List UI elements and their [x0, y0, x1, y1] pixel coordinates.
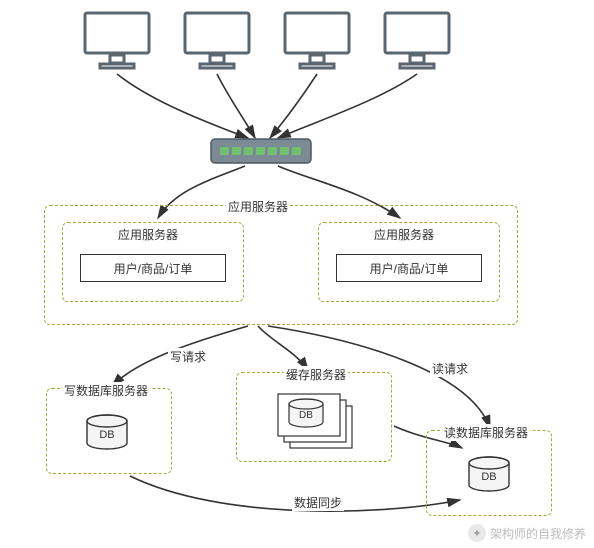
app-server-left-modules-label: 用户/商品/订单 [114, 260, 193, 277]
cache-db-label: DB [299, 410, 313, 421]
network-switch [210, 138, 312, 164]
cache-stack-icon: DB [268, 388, 356, 452]
app-server-right-title: 应用服务器 [372, 226, 436, 243]
app-cluster-title: 应用服务器 [226, 198, 290, 215]
client-monitor-3 [282, 10, 352, 72]
app-server-left-title: 应用服务器 [116, 226, 180, 243]
architecture-diagram: 应用服务器 应用服务器 用户/商品/订单 应用服务器 用户/商品/订单 写数据库… [0, 0, 594, 548]
read-db-label: DB [481, 471, 496, 483]
wechat-icon: ✦ [468, 524, 486, 542]
app-server-right-modules-label: 用户/商品/订单 [370, 260, 449, 277]
write-db-icon: DB [84, 414, 130, 450]
client-monitor-4 [382, 10, 452, 72]
read-db-icon: DB [466, 456, 512, 492]
cache-title: 缓存服务器 [284, 366, 348, 383]
watermark: ✦ 架构师的自我修养 [468, 524, 586, 542]
app-server-right-modules: 用户/商品/订单 [336, 254, 482, 282]
write-db-label: DB [99, 429, 114, 441]
app-server-left-modules: 用户/商品/订单 [80, 254, 226, 282]
edge-label-read-request: 读请求 [430, 360, 470, 377]
edge-label-data-sync: 数据同步 [292, 494, 344, 511]
client-monitor-2 [182, 10, 252, 72]
edge-label-write-request: 写请求 [168, 348, 208, 365]
write-db-title: 写数据库服务器 [62, 382, 150, 399]
read-db-title: 读数据库服务器 [442, 424, 530, 441]
watermark-text: 架构师的自我修养 [490, 525, 586, 542]
client-monitor-1 [82, 10, 152, 72]
